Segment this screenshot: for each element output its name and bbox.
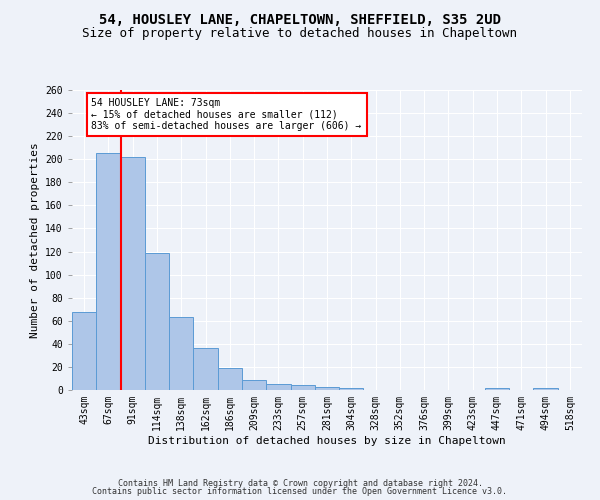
Bar	[339, 388, 364, 390]
Bar	[218, 368, 242, 390]
Bar	[266, 384, 290, 390]
Text: Contains public sector information licensed under the Open Government Licence v3: Contains public sector information licen…	[92, 487, 508, 496]
Bar	[485, 388, 509, 390]
X-axis label: Distribution of detached houses by size in Chapeltown: Distribution of detached houses by size …	[148, 436, 506, 446]
Text: Contains HM Land Registry data © Crown copyright and database right 2024.: Contains HM Land Registry data © Crown c…	[118, 478, 482, 488]
Bar	[193, 348, 218, 390]
Y-axis label: Number of detached properties: Number of detached properties	[30, 142, 40, 338]
Bar	[96, 154, 121, 390]
Bar	[121, 157, 145, 390]
Bar	[72, 312, 96, 390]
Bar	[242, 380, 266, 390]
Text: Size of property relative to detached houses in Chapeltown: Size of property relative to detached ho…	[83, 28, 517, 40]
Text: 54, HOUSLEY LANE, CHAPELTOWN, SHEFFIELD, S35 2UD: 54, HOUSLEY LANE, CHAPELTOWN, SHEFFIELD,…	[99, 12, 501, 26]
Bar	[533, 388, 558, 390]
Bar	[290, 386, 315, 390]
Text: 54 HOUSLEY LANE: 73sqm
← 15% of detached houses are smaller (112)
83% of semi-de: 54 HOUSLEY LANE: 73sqm ← 15% of detached…	[91, 98, 362, 132]
Bar	[315, 386, 339, 390]
Bar	[145, 252, 169, 390]
Bar	[169, 318, 193, 390]
